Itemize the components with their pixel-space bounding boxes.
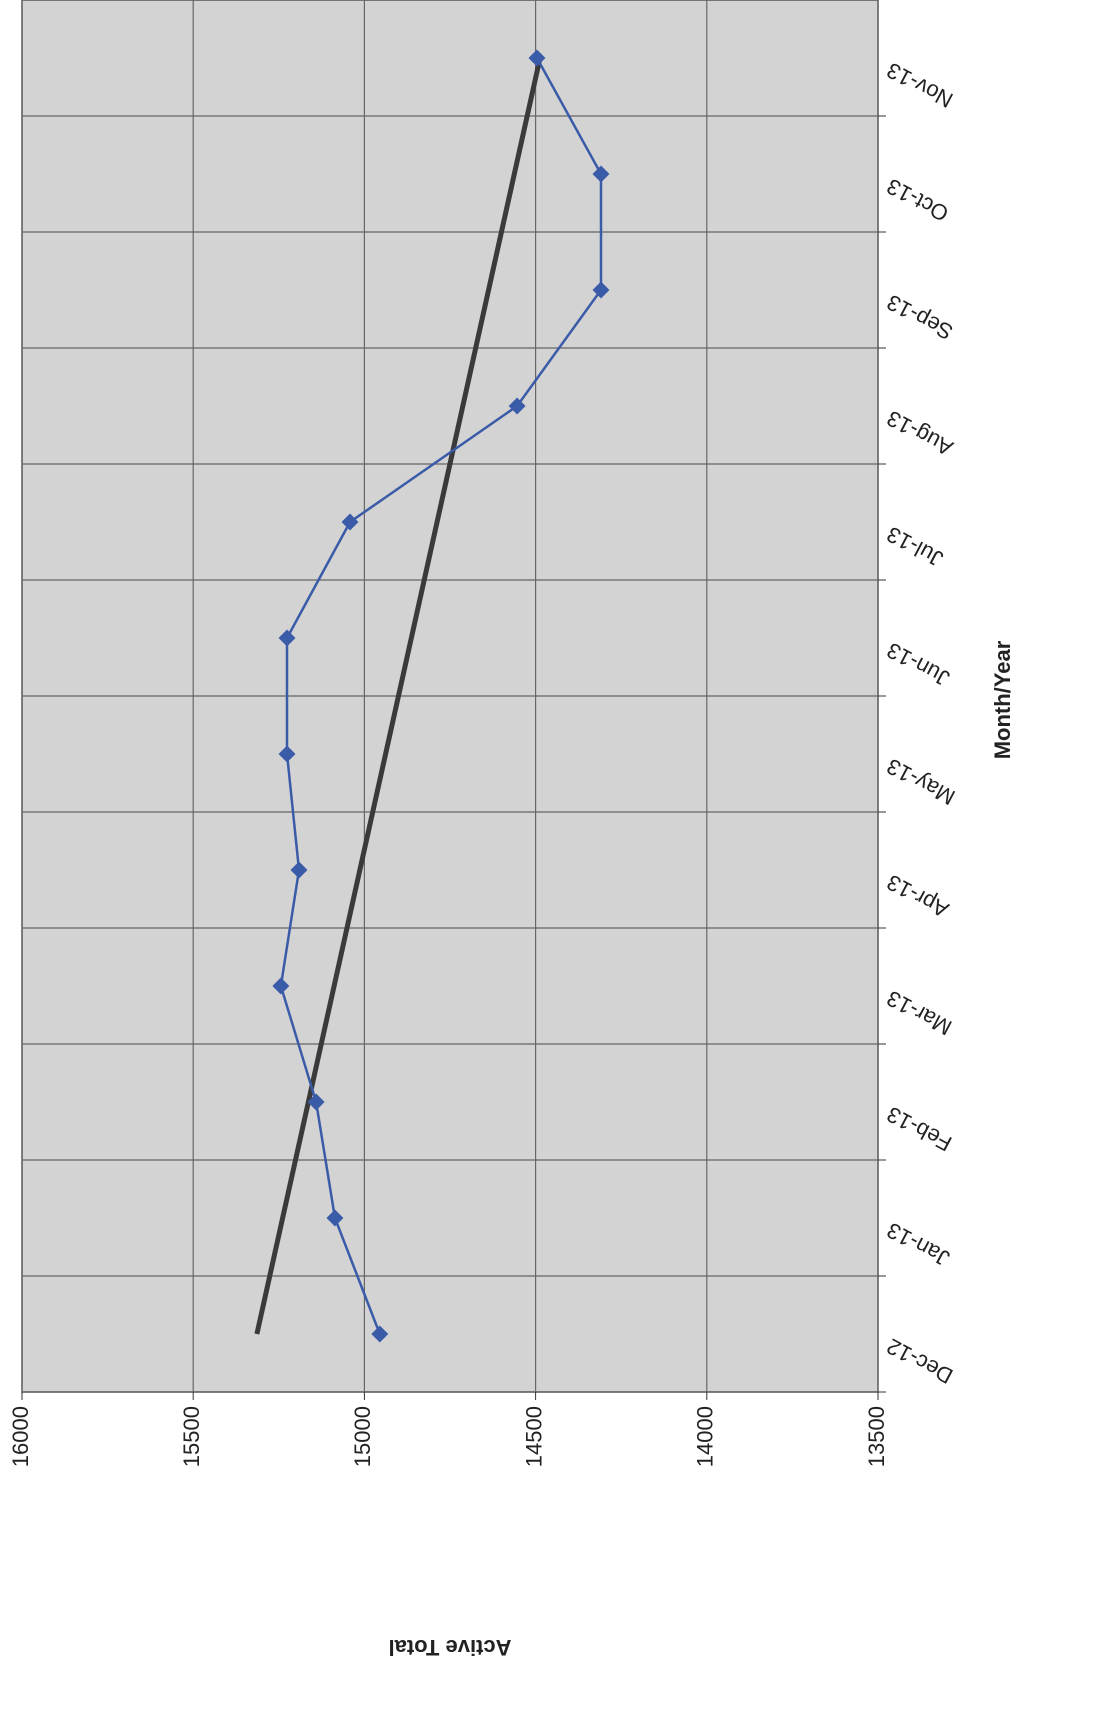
y-tick-label: 15000: [350, 1406, 375, 1467]
y-tick-label: 14000: [693, 1406, 718, 1467]
data-point: [278, 745, 296, 763]
data-point: [278, 629, 296, 647]
y-axis-title: Active Total: [388, 1635, 511, 1660]
data-point: [272, 977, 290, 995]
x-tick-label: Mar-13: [883, 986, 956, 1041]
x-tick-label: Jul-13: [883, 522, 948, 572]
data-point: [290, 861, 308, 879]
x-tick-label: Apr-13: [883, 870, 953, 923]
x-tick-label: Oct-13: [883, 174, 953, 227]
x-axis-title: Month/Year: [990, 640, 1015, 759]
data-point: [341, 513, 359, 531]
y-tick-label: 15500: [179, 1406, 204, 1467]
y-tick-label: 14500: [521, 1406, 546, 1467]
trend-line: [254, 57, 543, 1335]
y-tick-label: 16000: [8, 1406, 33, 1467]
x-tick-label: Feb-13: [883, 1102, 956, 1157]
x-tick-label: Jun-13: [883, 638, 954, 692]
data-point: [592, 165, 610, 183]
data-point: [592, 281, 610, 299]
y-tick-label: 13500: [864, 1406, 889, 1467]
x-tick-label: May-13: [883, 754, 960, 811]
series-line: [279, 57, 603, 1335]
data-point: [508, 397, 526, 415]
x-tick-label: Aug-13: [883, 406, 957, 461]
data-point: [528, 49, 546, 67]
x-tick-label: Sep-13: [883, 290, 957, 345]
x-tick-label: Jan-13: [883, 1218, 954, 1272]
x-tick-label: Dec-12: [883, 1334, 957, 1389]
x-tick-label: Nov-13: [883, 58, 957, 113]
